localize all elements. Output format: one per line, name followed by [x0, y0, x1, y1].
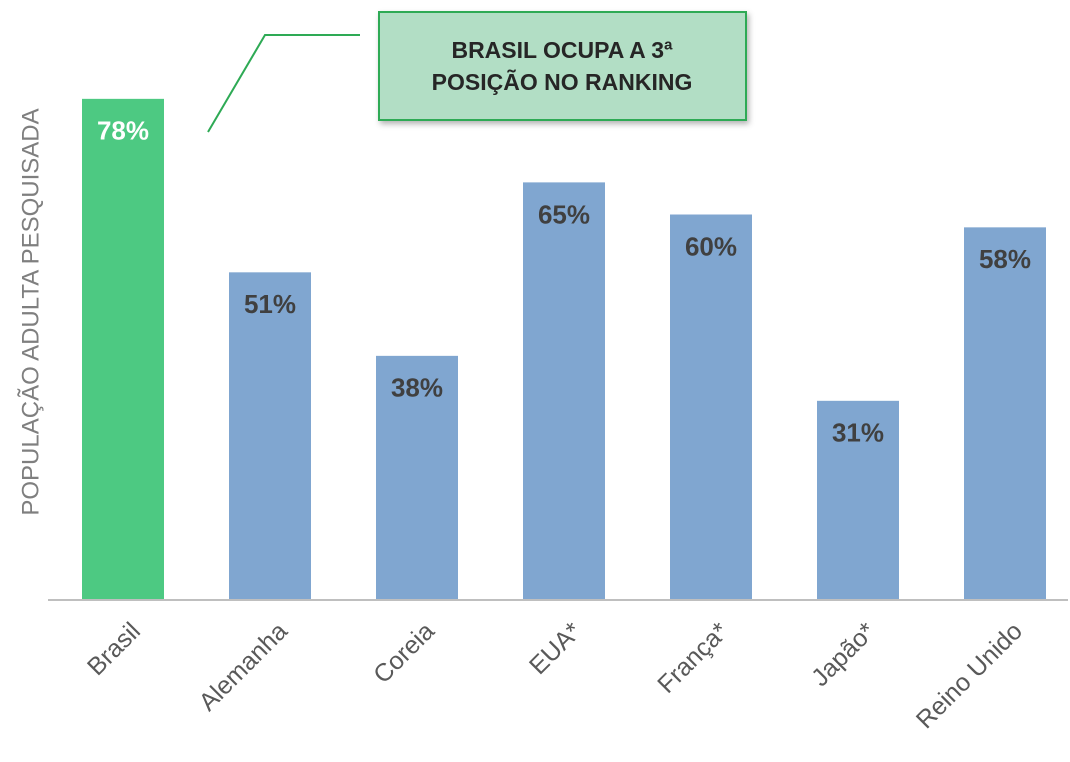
y-axis-label: POPULAÇÃO ADULTA PESQUISADA — [17, 108, 44, 515]
annotation-text: POSIÇÃO NO RANKING — [432, 68, 693, 95]
value-label: 51% — [244, 289, 296, 319]
value-label: 60% — [685, 231, 737, 261]
bar — [817, 400, 899, 600]
x-tick-label: Coreia — [368, 617, 440, 689]
callout-line — [207, 34, 360, 133]
value-label: 78% — [97, 116, 149, 146]
annotation-text: BRASIL OCUPA A 3ª — [451, 37, 673, 63]
bar — [670, 214, 752, 600]
x-tick-label: EUA* — [524, 617, 587, 680]
value-label: 31% — [832, 418, 884, 448]
x-tick-label: França* — [652, 617, 734, 699]
bar — [376, 355, 458, 600]
bar — [523, 182, 605, 600]
x-tick-label: Alemanha — [194, 617, 293, 716]
annotation-box — [378, 11, 747, 121]
value-label: 38% — [391, 373, 443, 403]
x-tick-label: Brasil — [82, 617, 146, 681]
value-label: 65% — [538, 199, 590, 229]
x-tick-label: Japão* — [806, 617, 881, 692]
bar — [82, 98, 164, 600]
x-tick-label: Reino Unido — [911, 617, 1028, 734]
bar — [964, 227, 1046, 600]
bar — [229, 272, 311, 600]
value-label: 58% — [979, 244, 1031, 274]
